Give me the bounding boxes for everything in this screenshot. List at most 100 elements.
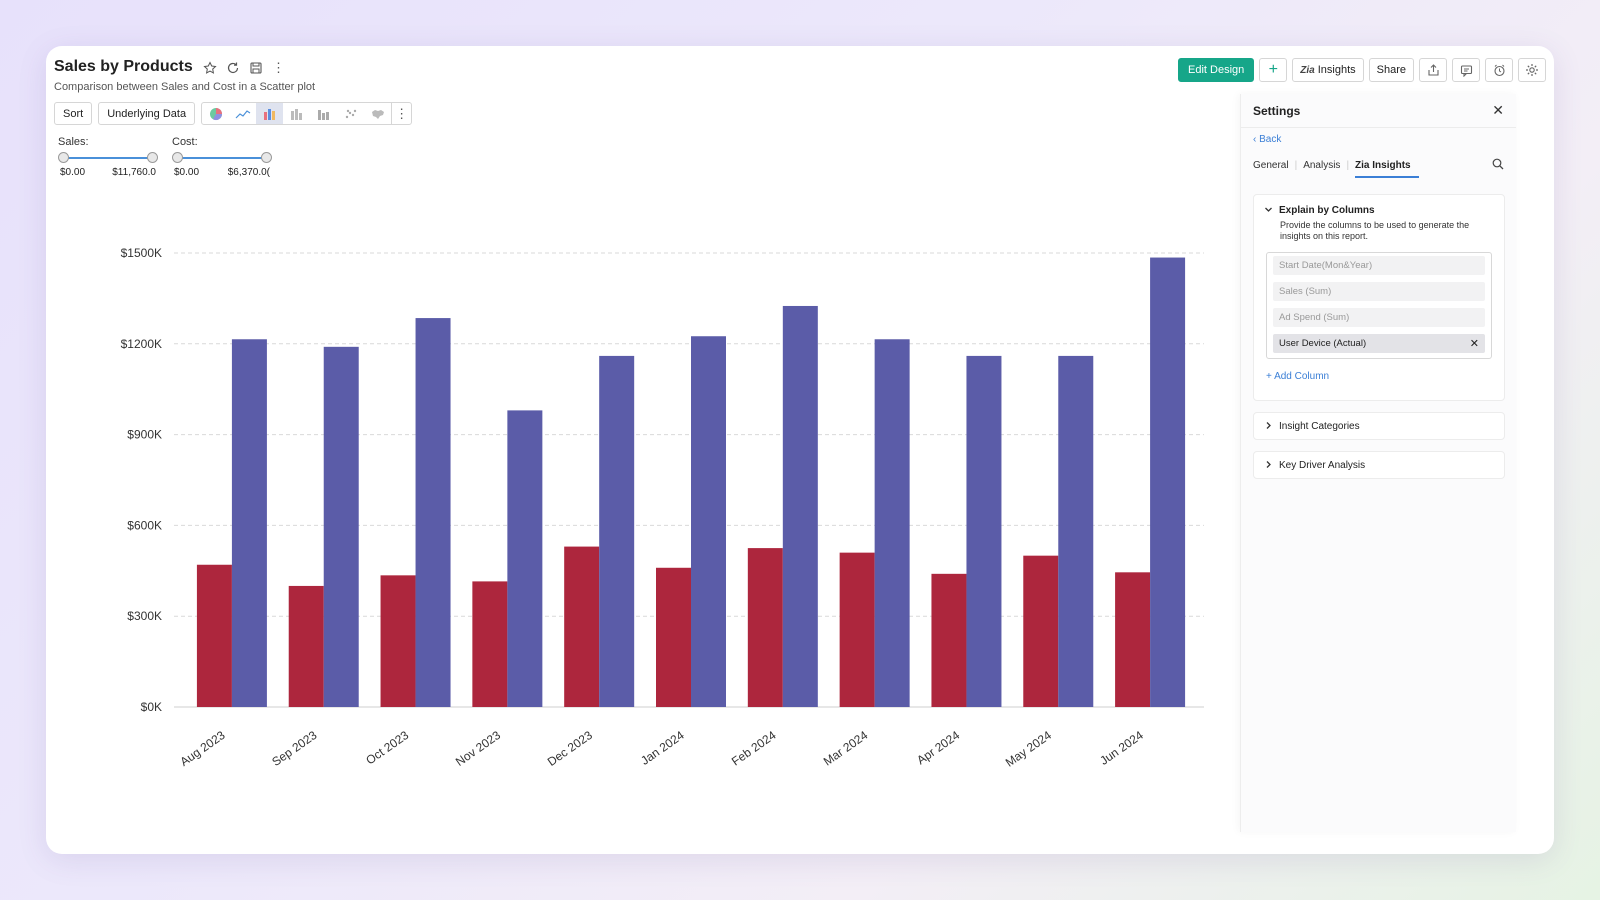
share-button[interactable]: Share [1369,58,1414,82]
sales-filter: Sales: $0.00 $11,760.0 [58,136,158,178]
column-list: Start Date(Mon&Year) Sales (Sum) Ad Spen… [1266,252,1492,359]
page-title: Sales by Products [54,58,193,76]
bar [416,318,451,707]
star-icon[interactable] [202,60,217,75]
insight-categories-header[interactable]: Insight Categories [1254,413,1504,439]
x-tick-label: Dec 2023 [545,728,595,769]
bar [381,575,416,707]
filter-max-value: $6,370.0( [228,167,270,178]
x-tick-label: Nov 2023 [453,728,503,769]
sort-button[interactable]: Sort [54,102,92,125]
bar [599,356,634,707]
section-title: Key Driver Analysis [1279,460,1365,471]
search-icon[interactable] [1492,158,1504,173]
slider-max-handle[interactable] [147,152,158,163]
explain-by-columns-section: Explain by Columns Provide the columns t… [1253,194,1505,401]
insights-button[interactable]: Zia Insights [1292,58,1363,82]
column-item-label: User Device (Actual) [1279,338,1366,349]
sales-range-slider[interactable] [58,151,158,165]
slider-min-handle[interactable] [58,152,69,163]
bar [783,306,818,707]
section-title: Explain by Columns [1279,205,1375,216]
x-tick-label: Mar 2024 [821,728,871,769]
bar [875,339,910,707]
settings-tabs: General | Analysis | Zia Insights [1253,160,1417,171]
y-tick-label: $1500K [121,246,162,260]
x-tick-label: Aug 2023 [178,728,228,769]
key-driver-analysis-header[interactable]: Key Driver Analysis [1254,452,1504,478]
bar [564,547,599,707]
chart-type-switcher: ⋮ [201,102,412,125]
top-actions: Edit Design + Zia Insights Share [1178,58,1546,82]
underlying-data-button[interactable]: Underlying Data [98,102,195,125]
tab-analysis[interactable]: Analysis [1297,160,1346,171]
column-item-selected[interactable]: User Device (Actual) ✕ [1273,334,1485,353]
edit-design-button[interactable]: Edit Design [1178,58,1254,82]
y-tick-label: $600K [127,518,162,532]
report-toolbar: Sort Underlying Data ⋮ [54,102,412,125]
tab-general[interactable]: General [1253,160,1295,171]
slider-min-handle[interactable] [172,152,183,163]
x-tick-label: May 2024 [1003,728,1054,770]
x-tick-label: Apr 2024 [914,728,962,768]
filter-min-value: $0.00 [60,167,85,178]
close-icon[interactable]: ✕ [1492,102,1504,119]
bar [1115,572,1150,707]
settings-header: Settings ✕ [1241,94,1516,128]
x-tick-label: Jun 2024 [1097,728,1146,768]
bar [1058,356,1093,707]
insight-categories-section[interactable]: Insight Categories [1253,412,1505,440]
bar [1023,556,1058,707]
pie-chart-icon[interactable] [202,103,229,124]
add-column-link[interactable]: + Add Column [1254,359,1504,382]
y-tick-label: $300K [127,609,162,623]
bar [656,568,691,707]
column-item[interactable]: Ad Spend (Sum) [1273,308,1485,327]
x-tick-label: Feb 2024 [729,728,779,769]
chevron-right-icon [1264,460,1273,471]
filter-label: Cost: [172,136,272,148]
section-description: Provide the columns to be used to genera… [1254,217,1504,242]
scatter-chart-icon[interactable] [337,103,364,124]
x-tick-label: Oct 2023 [363,728,411,768]
more-vertical-icon[interactable]: ⋮ [271,60,286,75]
bar [748,548,783,707]
gear-icon[interactable] [1518,58,1546,82]
title-actions: ⋮ [202,60,286,75]
cost-range-slider[interactable] [172,151,272,165]
cost-filter: Cost: $0.00 $6,370.0( [172,136,272,178]
export-icon[interactable] [1419,58,1447,82]
back-link[interactable]: ‹ Back [1253,134,1281,145]
alarm-icon[interactable] [1485,58,1513,82]
bar [289,586,324,707]
bar [691,336,726,707]
column-item[interactable]: Sales (Sum) [1273,282,1485,301]
bar [232,339,267,707]
bar-chart-icon[interactable] [256,103,283,124]
add-button[interactable]: + [1259,58,1287,82]
bar [472,581,507,707]
column-chart-icon[interactable] [310,103,337,124]
report-window: Sales by Products ⋮ Comparison between S… [46,46,1554,854]
filter-label: Sales: [58,136,158,148]
map-chart-icon[interactable] [364,103,391,124]
chevron-down-icon [1264,205,1273,216]
more-charts-icon[interactable]: ⋮ [391,103,411,124]
filter-max-value: $11,760.0 [112,167,156,178]
tab-zia-insights[interactable]: Zia Insights [1349,160,1417,171]
bar [966,356,1001,707]
key-driver-analysis-section[interactable]: Key Driver Analysis [1253,451,1505,479]
save-icon[interactable] [248,60,263,75]
page-subtitle: Comparison between Sales and Cost in a S… [54,81,315,93]
bar [931,574,966,707]
bar [840,553,875,707]
refresh-icon[interactable] [225,60,240,75]
line-chart-icon[interactable] [229,103,256,124]
stacked-bar-icon[interactable] [283,103,310,124]
x-tick-label: Sep 2023 [269,728,319,769]
zia-logo-icon: Zia [1300,65,1314,76]
slider-max-handle[interactable] [261,152,272,163]
comment-icon[interactable] [1452,58,1480,82]
remove-icon[interactable]: ✕ [1470,337,1479,350]
column-item[interactable]: Start Date(Mon&Year) [1273,256,1485,275]
